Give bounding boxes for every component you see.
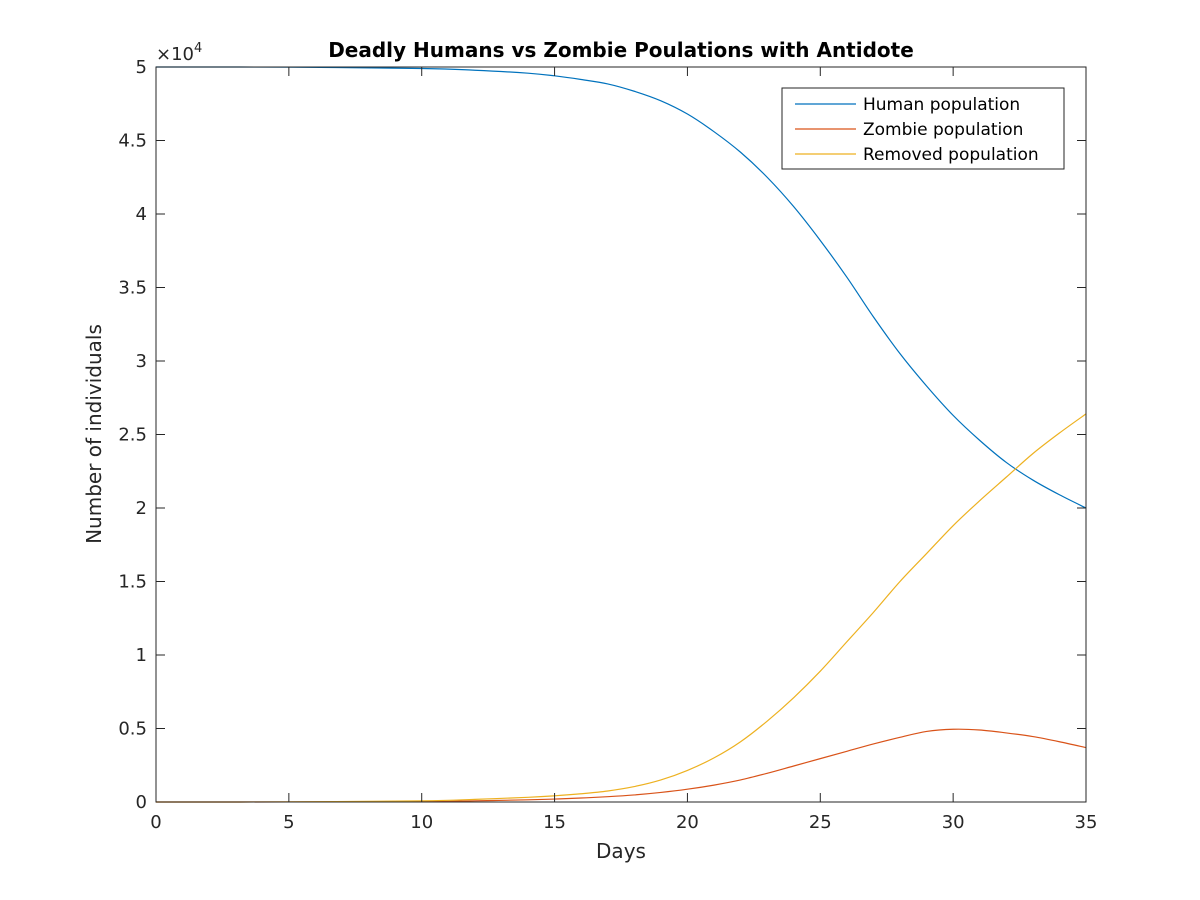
x-axis-label: Days [596,839,646,863]
x-tick-label: 30 [942,812,965,833]
x-tick-label: 0 [150,812,161,833]
y-tick-label: 3 [136,351,147,372]
x-tick-label: 5 [283,812,294,833]
legend-item-removed: Removed population [795,145,1039,165]
x-tick-label: 15 [543,812,566,833]
y-tick-label: 0 [136,792,147,813]
y-tick-label: 4.5 [118,131,147,152]
legend-label: Zombie population [863,120,1023,140]
y-tick-label: 5 [136,57,147,78]
legend-label: Human population [863,95,1020,115]
removed-population-line [155,413,1087,803]
y-tick-label: 0.5 [118,719,147,740]
legend-items: Human population Zombie population Removed… [795,95,1039,165]
x-tick-label: 20 [676,812,699,833]
legend-item-zombie: Zombie population [795,120,1023,140]
series-layer [155,66,1087,803]
legend-item-human: Human population [795,95,1020,115]
plot-area [156,67,1086,802]
legend: Human population Zombie population Removed… [781,87,1065,170]
y-tick-label: 2 [136,498,147,519]
human-population-line [155,66,1087,509]
y-axis-multiplier: ×104 [156,41,202,65]
y-multiplier-base: ×10 [156,44,194,65]
x-tick-label: 25 [809,812,832,833]
x-tick-label: 10 [410,812,433,833]
chart-title: Deadly Humans vs Zombie Poulations with … [328,38,914,62]
y-multiplier-exponent: 4 [194,41,202,56]
axes-layer: 0 5 10 15 20 25 30 35 0 0.5 1 1.5 2 2.5 3 3.5 4 4.5 5 [118,57,1097,833]
x-tick-label: 35 [1075,812,1098,833]
y-tick-label: 1.5 [118,572,147,593]
y-tick-label: 2.5 [118,425,147,446]
y-tick-label: 4 [136,204,147,225]
zombie-population-line [155,728,1087,803]
y-axis-label: Number of individuals [82,324,106,544]
legend-label: Removed population [863,145,1039,165]
y-tick-label: 1 [136,645,147,666]
y-tick-label: 3.5 [118,278,147,299]
